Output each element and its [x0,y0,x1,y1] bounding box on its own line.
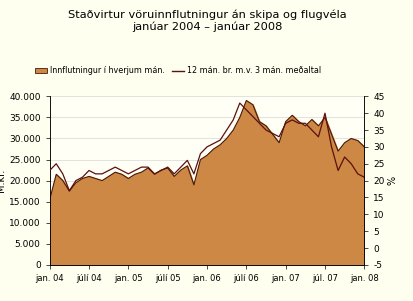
Y-axis label: %: % [387,176,396,185]
Legend: Innflutningur í hverjum mán., 12 mán. br. m.v. 3 mán. meðaltal: Innflutningur í hverjum mán., 12 mán. br… [32,63,323,79]
Text: Staðvirtur vöruinnflutningur án skipa og flugvéla
janúar 2004 – janúar 2008: Staðvirtur vöruinnflutningur án skipa og… [67,9,346,32]
Y-axis label: M.kr.: M.kr. [0,169,6,192]
